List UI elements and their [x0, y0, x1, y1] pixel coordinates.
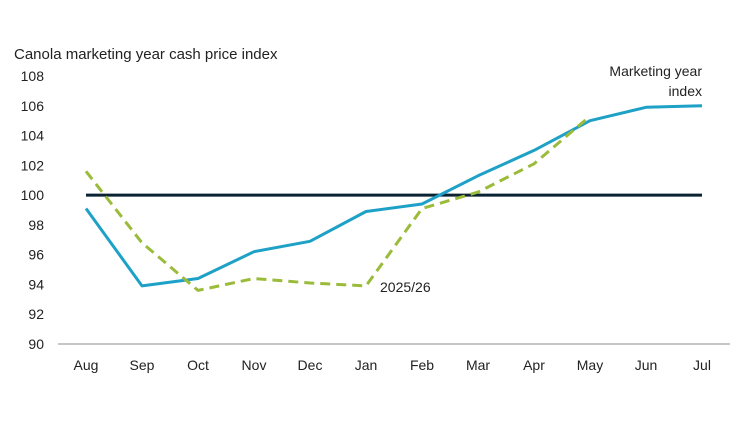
x-tick-label: Jul [693, 357, 711, 373]
y-axis: 90 92 94 96 98 100 102 104 106 108 [21, 68, 45, 352]
x-tick-label: Dec [298, 357, 323, 373]
annotation-marketing-year-index: index [669, 83, 702, 99]
chart-title: Canola marketing year cash price index [14, 46, 278, 63]
x-tick-label: Feb [410, 357, 434, 373]
x-tick-label: May [577, 357, 603, 373]
series-line-marketing-year-index [84, 104, 703, 288]
annotation-2025-26: 2025/26 [380, 279, 431, 295]
x-tick-label: Aug [74, 357, 99, 373]
annotation-group: Marketing year index 2025/26 [380, 63, 702, 295]
y-tick-label: 92 [28, 306, 44, 322]
x-tick-label: Oct [187, 357, 209, 373]
y-tick-label: 96 [28, 247, 44, 263]
series-group [84, 104, 703, 292]
y-tick-label: 94 [28, 276, 44, 292]
y-tick-label: 106 [21, 98, 45, 114]
series-line-2025-26 [84, 115, 591, 292]
y-tick-label: 98 [28, 217, 44, 233]
x-tick-label: Jan [355, 357, 378, 373]
y-tick-label: 90 [28, 336, 44, 352]
x-tick-label: Sep [130, 357, 155, 373]
x-tick-label: Apr [523, 357, 545, 373]
y-tick-label: 102 [21, 157, 45, 173]
x-tick-label: Nov [242, 357, 267, 373]
x-tick-label: Mar [466, 357, 490, 373]
x-axis: Aug Sep Oct Nov Dec Jan Feb Mar Apr May Jun Jul [58, 343, 730, 373]
y-tick-label: 104 [21, 128, 45, 144]
x-tick-label: Jun [635, 357, 658, 373]
y-tick-label: 108 [21, 68, 45, 84]
annotation-marketing-year-index: Marketing year [609, 63, 702, 79]
y-tick-label: 100 [21, 187, 45, 203]
